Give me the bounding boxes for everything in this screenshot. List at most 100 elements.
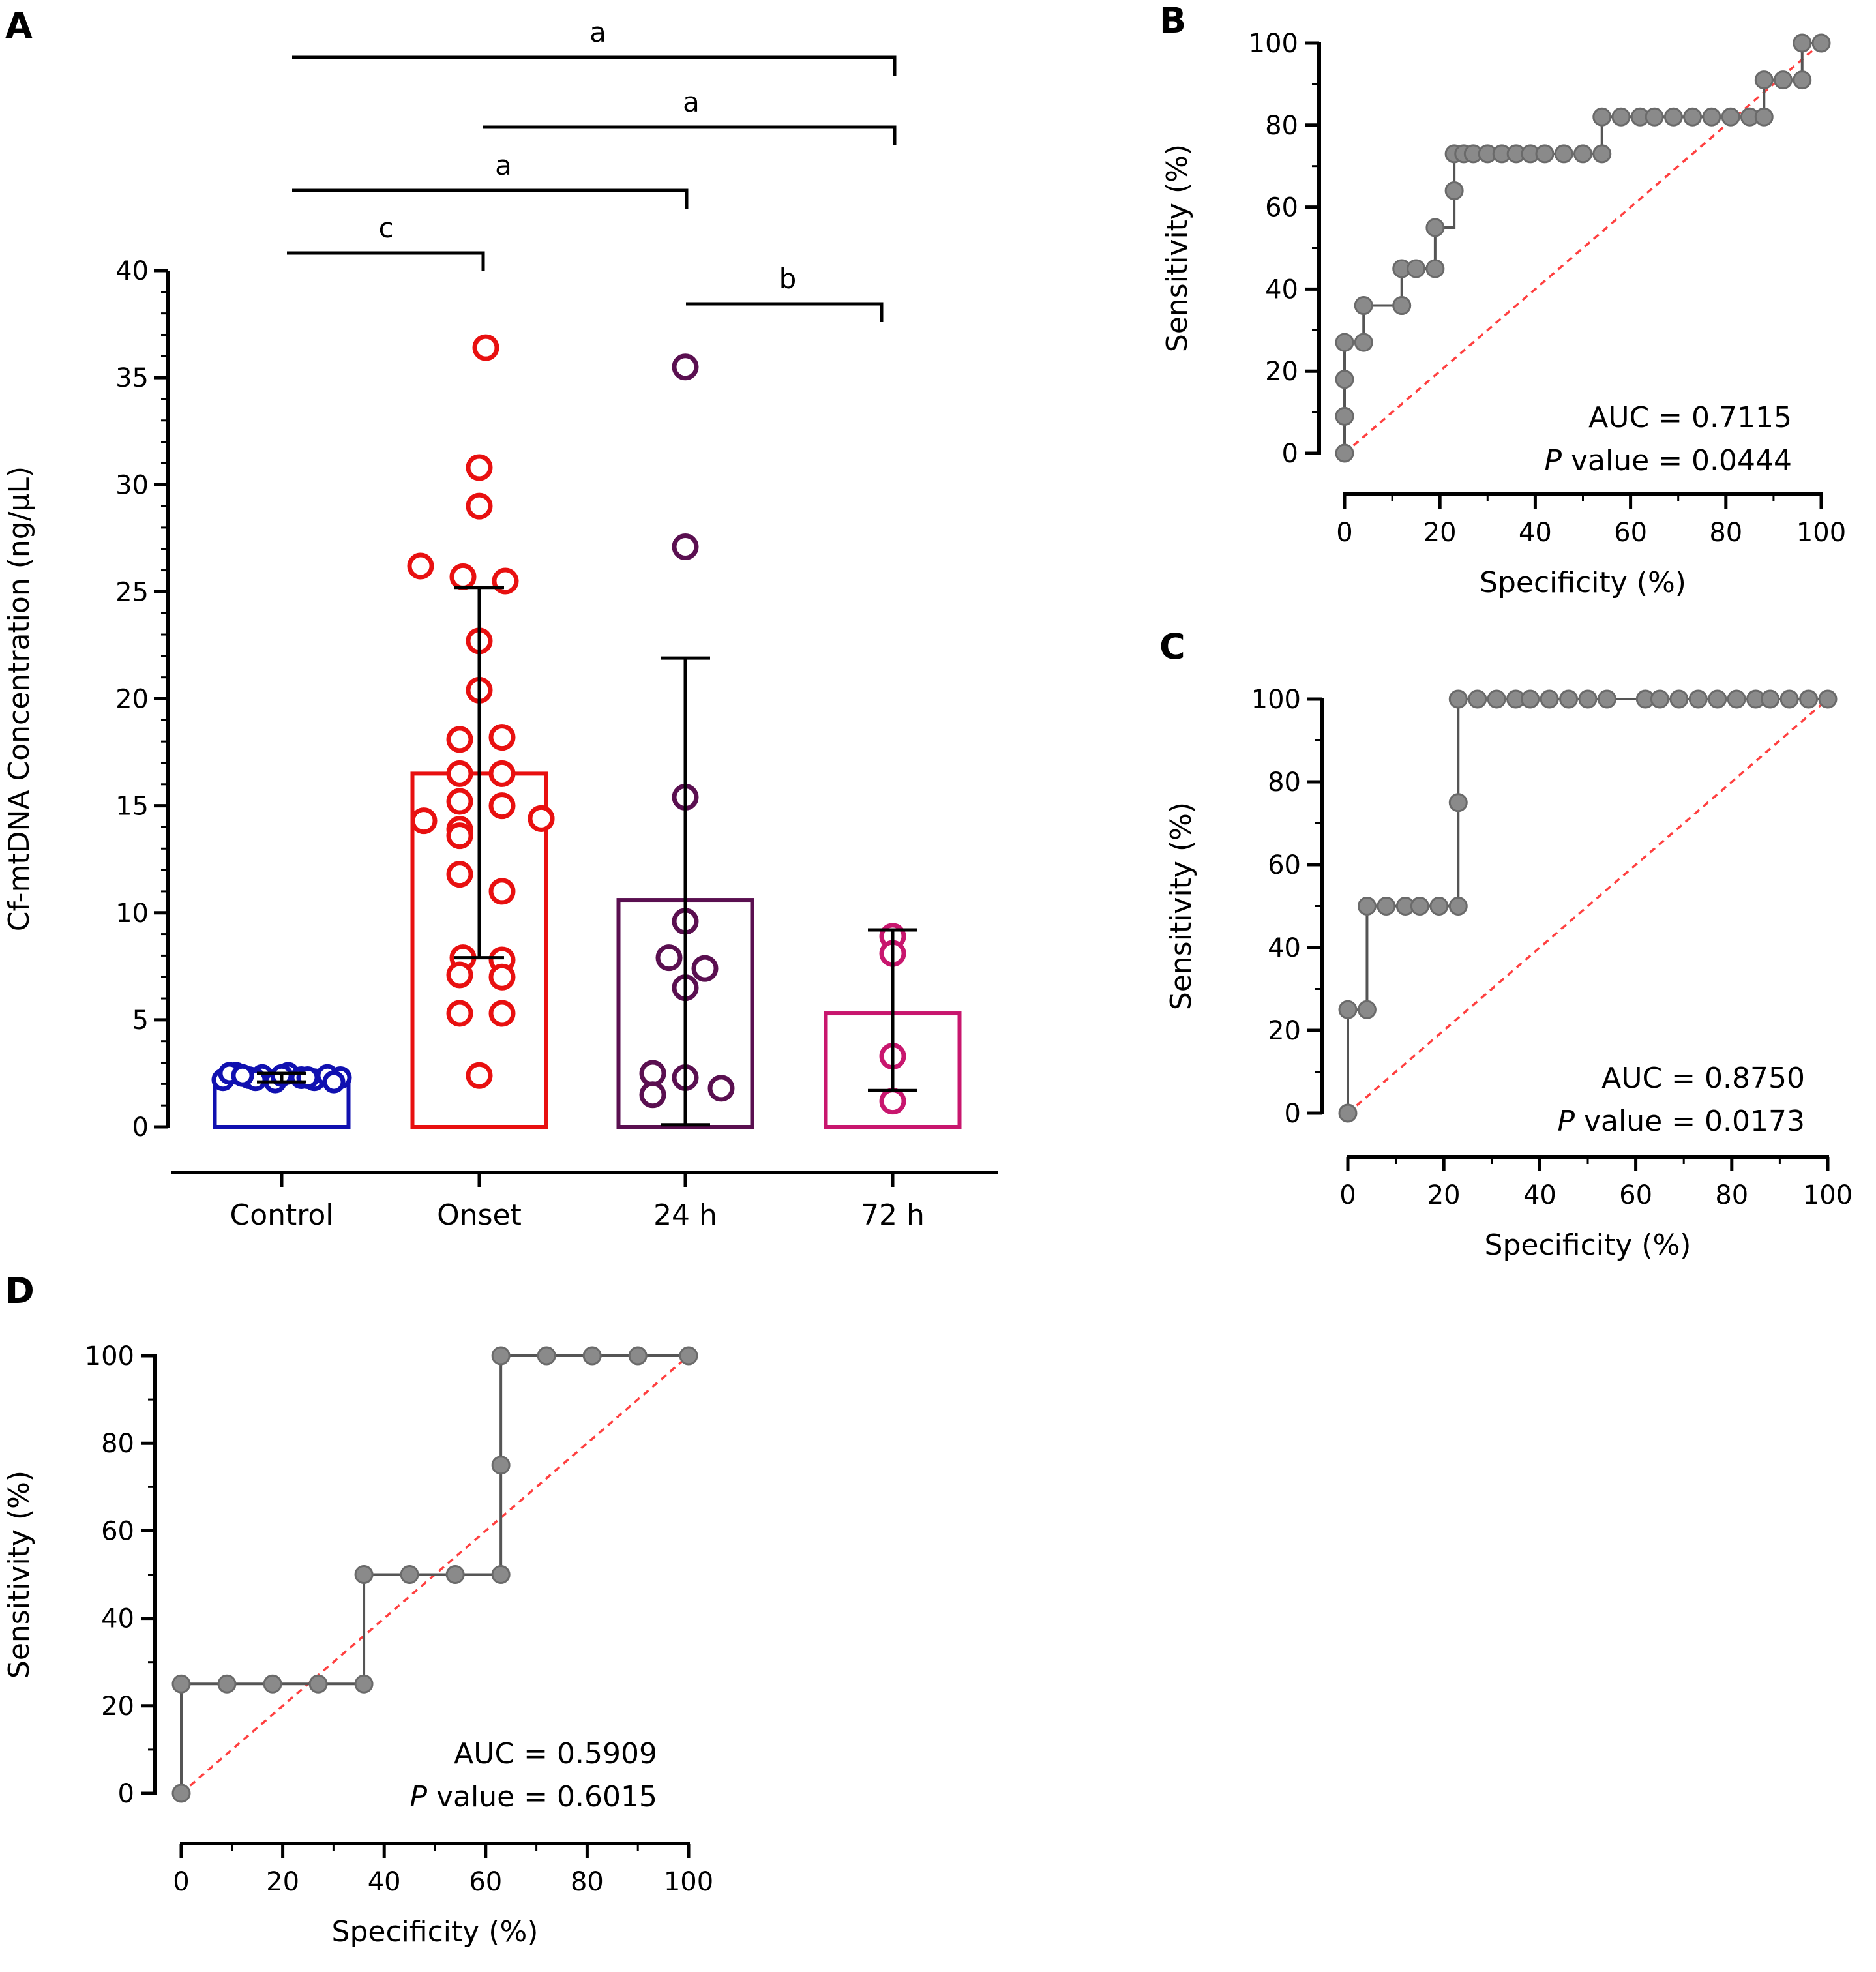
y-tick-label: 100 bbox=[85, 1341, 134, 1371]
roc-point bbox=[1650, 689, 1669, 709]
y-tick-label: 0 bbox=[1285, 1099, 1301, 1129]
x-tick-label: 100 bbox=[1803, 1180, 1853, 1210]
y-tick-label: 15 bbox=[115, 792, 149, 822]
data-point bbox=[707, 1075, 735, 1102]
roc-point bbox=[1708, 689, 1727, 709]
data-point bbox=[879, 1088, 906, 1115]
roc-point bbox=[354, 1565, 374, 1584]
data-point bbox=[488, 792, 516, 820]
data-point bbox=[231, 1064, 254, 1087]
y-axis-title: Sensitivity (%) bbox=[1161, 144, 1194, 352]
roc-point bbox=[1407, 259, 1426, 278]
y-tick-label: 0 bbox=[132, 1113, 149, 1143]
roc-point bbox=[537, 1346, 556, 1366]
roc-point bbox=[1559, 689, 1579, 709]
x-tick-label: 80 bbox=[1715, 1180, 1748, 1210]
y-tick-label: 80 bbox=[1268, 768, 1301, 798]
data-point bbox=[446, 726, 473, 753]
significance-label: a bbox=[589, 16, 606, 48]
data-point bbox=[449, 563, 477, 590]
y-tick-label: 5 bbox=[132, 1006, 149, 1036]
category-label: Control bbox=[230, 1199, 333, 1232]
auc-label: AUC = 0.7115 bbox=[1588, 401, 1792, 434]
roc-point bbox=[1335, 443, 1354, 463]
roc-point bbox=[1425, 259, 1445, 278]
x-tick-label: 20 bbox=[1427, 1180, 1461, 1210]
auc-label: AUC = 0.5909 bbox=[454, 1737, 657, 1770]
significance-label: b bbox=[779, 263, 797, 295]
data-point bbox=[446, 760, 473, 787]
x-tick-label: 20 bbox=[1423, 518, 1457, 548]
data-point bbox=[639, 1060, 666, 1087]
roc-point bbox=[1354, 333, 1373, 352]
p-value-text: value = 0.0173 bbox=[1575, 1105, 1805, 1138]
roc-point bbox=[679, 1346, 698, 1366]
roc-point bbox=[1357, 897, 1377, 916]
roc-point bbox=[445, 1565, 465, 1584]
significance-label: c bbox=[378, 212, 393, 244]
data-point bbox=[446, 961, 473, 989]
y-tick-label: 80 bbox=[1265, 111, 1298, 141]
y-tick-label: 40 bbox=[1268, 933, 1301, 963]
panel-label-b: B bbox=[1159, 0, 1186, 41]
y-axis-title: Sensitivity (%) bbox=[3, 1471, 36, 1679]
bar-chart-panel-a: 0 5 10 15 20 25 30 35 40 Cf-mtDNA Concentration (… bbox=[3, 16, 998, 1232]
roc-point bbox=[1357, 1000, 1377, 1019]
roc-point bbox=[1592, 107, 1612, 127]
y-axis-title: Sensitivity (%) bbox=[1165, 802, 1198, 1010]
roc-point bbox=[1779, 689, 1799, 709]
roc-point bbox=[1338, 1000, 1358, 1019]
data-point bbox=[639, 1081, 666, 1109]
x-tick-label: 100 bbox=[1796, 518, 1846, 548]
p-value-text: value = 0.6015 bbox=[427, 1780, 657, 1814]
data-point bbox=[466, 492, 493, 520]
roc-point bbox=[1793, 33, 1812, 53]
data-point bbox=[488, 1000, 516, 1027]
roc-point bbox=[1377, 897, 1396, 916]
data-point bbox=[472, 334, 499, 361]
data-point bbox=[296, 1066, 320, 1090]
roc-point bbox=[1727, 689, 1746, 709]
roc-point bbox=[1335, 370, 1354, 389]
roc-point bbox=[582, 1346, 602, 1366]
data-point bbox=[446, 861, 473, 888]
significance-bracket bbox=[483, 125, 897, 145]
y-tick-label: 10 bbox=[115, 899, 149, 929]
roc-point bbox=[1335, 406, 1354, 426]
p-value-label: P value = 0.0444 bbox=[1544, 444, 1792, 477]
y-tick-label: 35 bbox=[115, 363, 149, 393]
y-tick-label: 60 bbox=[1265, 193, 1298, 223]
data-point bbox=[466, 1062, 493, 1089]
roc-point bbox=[1487, 689, 1506, 709]
roc-point bbox=[1448, 793, 1468, 813]
category-label: 24 h bbox=[653, 1199, 717, 1232]
y-tick-label: 20 bbox=[1268, 1016, 1301, 1046]
x-tick-label: 60 bbox=[1619, 1180, 1652, 1210]
x-tick-label: 80 bbox=[571, 1867, 604, 1897]
category-label: 72 h bbox=[861, 1199, 925, 1232]
x-tick-label: 0 bbox=[173, 1867, 189, 1897]
y-tick-label: 100 bbox=[1251, 685, 1301, 715]
x-tick-label: 20 bbox=[266, 1867, 299, 1897]
data-point bbox=[488, 724, 516, 751]
p-italic: P bbox=[409, 1780, 427, 1814]
x-axis-title: Specificity (%) bbox=[1485, 1229, 1691, 1262]
roc-point bbox=[1573, 144, 1592, 164]
y-tick-label: 0 bbox=[1282, 439, 1298, 469]
roc-point bbox=[1354, 296, 1373, 316]
x-tick-label: 40 bbox=[1523, 1180, 1556, 1210]
roc-point bbox=[1468, 689, 1487, 709]
roc-point bbox=[1554, 144, 1573, 164]
roc-point bbox=[1702, 107, 1721, 127]
roc-point bbox=[1429, 897, 1449, 916]
roc-point bbox=[1761, 689, 1780, 709]
y-axis-title: Cf-mtDNA Concentration (ng/µL) bbox=[3, 466, 36, 931]
significance-label: a bbox=[683, 86, 700, 118]
y-tick-label: 40 bbox=[1265, 275, 1298, 305]
roc-point bbox=[1338, 1103, 1358, 1123]
roc-curve bbox=[180, 1354, 689, 1793]
roc-point bbox=[217, 1674, 237, 1694]
roc-point bbox=[1535, 144, 1555, 164]
roc-point bbox=[1774, 70, 1793, 90]
roc-point bbox=[1335, 333, 1354, 352]
